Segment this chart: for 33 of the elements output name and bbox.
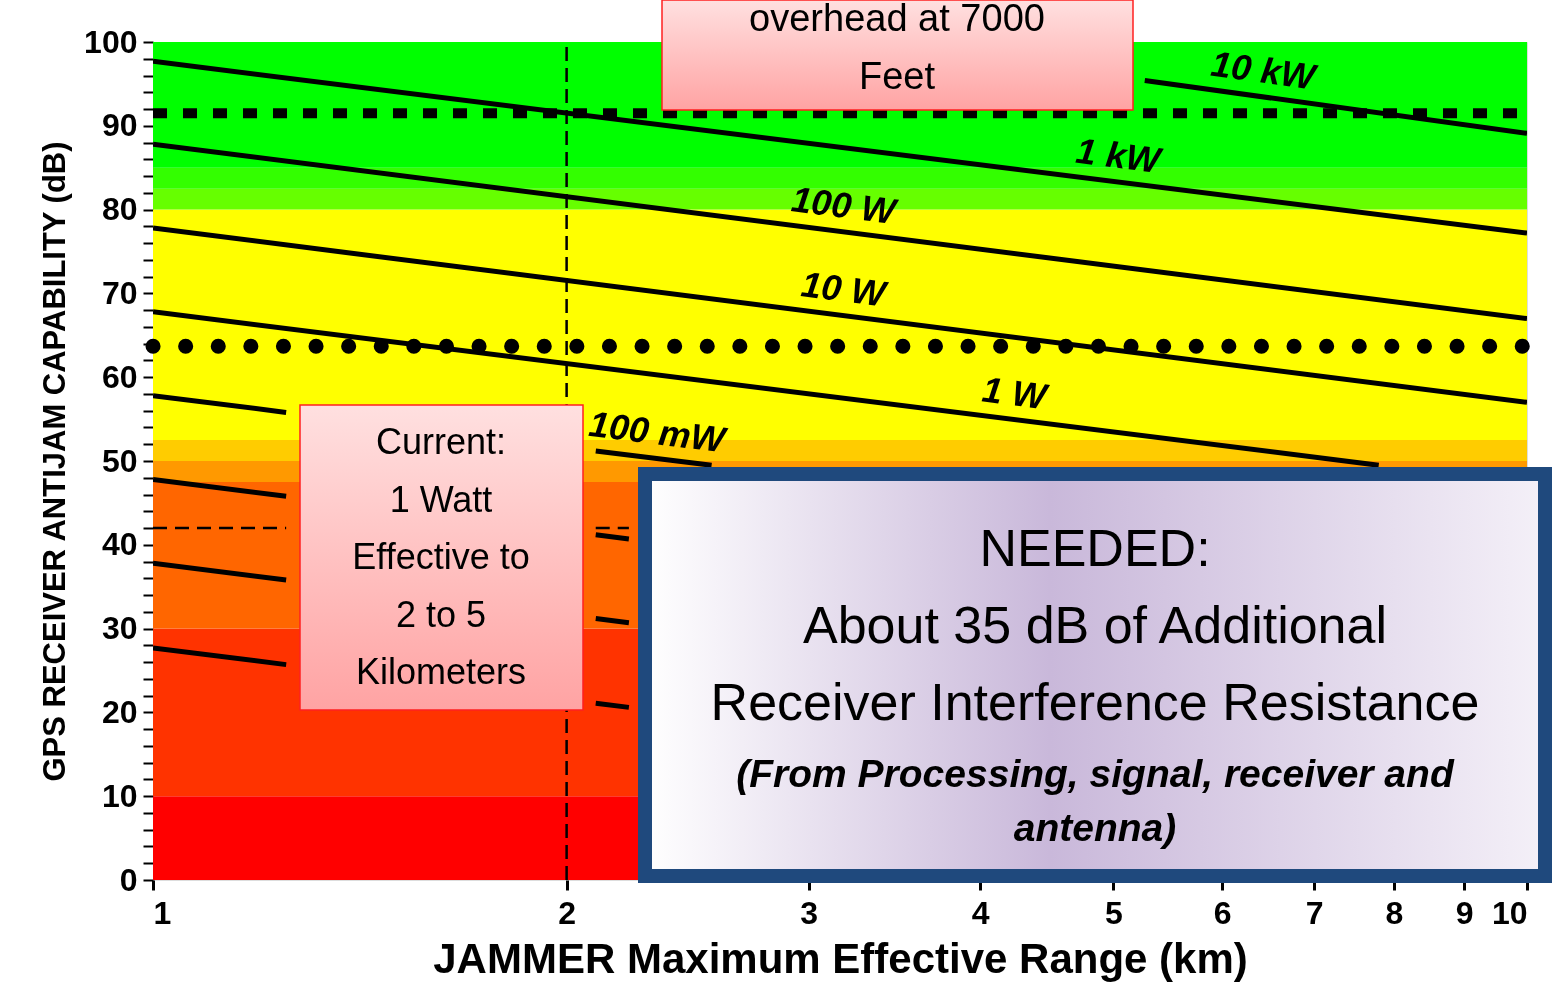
y-axis-title: GPS RECEIVER ANTIJAM CAPABILITY (dB) [37,141,73,782]
x-tick-label: 2 [558,894,577,931]
x-tick-label: 8 [1385,894,1404,931]
y-tick-label: 30 [101,610,138,647]
text: 1 W [980,368,1052,418]
text: 100 mW [586,403,730,461]
y-tick-label: 20 [101,693,138,730]
y-tick-label: 50 [101,442,138,479]
y-tick-label: 80 [101,191,138,228]
x-tick-label: 6 [1213,894,1232,931]
text: 1 kW [1073,129,1166,182]
x-tick-label: 3 [800,894,818,931]
annotation: NEEDED: About 35 dB of Additional Receiver Interference Resistance [710,519,1480,731]
y-tick-label: 100 [84,23,138,60]
text: 10 kW [1208,42,1321,98]
y-tick-label: 10 [101,777,138,814]
text: 100 W [789,178,901,233]
y-tick-label: 0 [119,861,138,898]
y-tick-label: 40 [101,526,138,563]
x-tick-label: 9 [1455,894,1474,931]
x-axis-title: JAMMER Maximum Effective Range (km) [433,934,1248,982]
x-tick-label: 10 [1491,894,1528,931]
x-tick-label: 1 [153,894,172,931]
y-tick-label: 60 [101,358,138,395]
x-tick-label: 5 [1104,894,1123,931]
annotation: (From Processing, signal, receiver and antenna) [736,752,1455,849]
x-tick-label: 4 [971,894,990,931]
text: 10 W [799,263,891,315]
annotation: overhead at 7000 Feet [749,0,1045,97]
y-tick-label: 90 [101,107,138,144]
x-tick-label: 7 [1305,894,1324,931]
annotation: Current: 1 Watt Effective to 2 to 5 Kilometers [352,421,530,692]
y-tick-label: 70 [101,274,138,311]
